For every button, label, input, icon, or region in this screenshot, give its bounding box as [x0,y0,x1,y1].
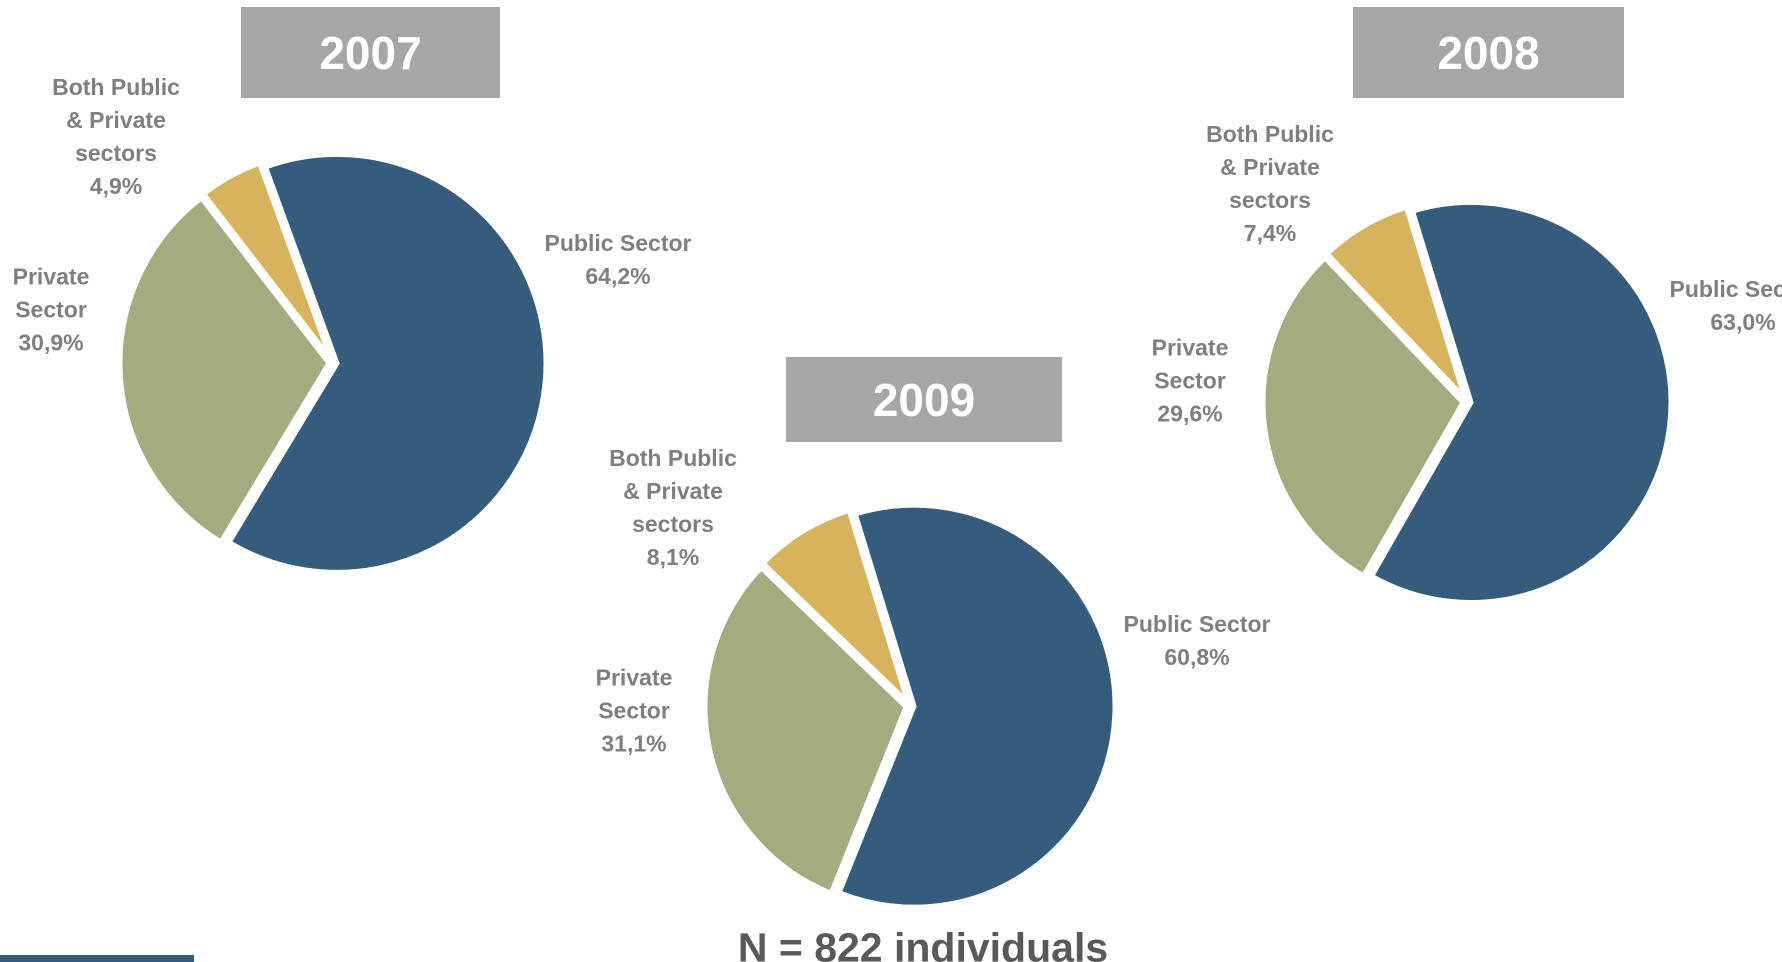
value-label: 30,9% [18,329,84,356]
category-label: Public Sector [1669,276,1782,302]
category-label: Private Sector [595,664,673,724]
pie-slice [835,502,1118,910]
slice-label: Both Public & Private sectors 7,4% [1195,118,1345,250]
category-label: Both Public & Private sectors [1206,121,1334,213]
pie-slice [117,194,333,546]
value-label: 60,8% [1164,644,1230,670]
category-label: Both Public & Private sectors [609,445,737,537]
pie-slice [1260,254,1467,580]
category-label: Public Sector [1123,611,1271,637]
pie-slice [199,159,334,362]
pie-slice [225,151,549,575]
value-label: 64,2% [585,263,651,289]
footnote: N = 822 individuals [737,924,1109,962]
slice-label: Both Public & Private sectors 4,9% [41,71,191,203]
chart-title: 2007 [241,7,500,98]
chart-title: 2008 [1353,7,1624,98]
slice-label: Public Sector 60,8% [1122,608,1272,674]
pie-slice [1323,204,1468,401]
value-label: 31,1% [601,730,667,757]
slice-label: Both Public & Private sectors 8,1% [598,442,748,574]
category-label: Private Sector [12,263,90,323]
slice-label: Private Sector 29,6% [1115,332,1265,431]
pie-slice [1368,199,1674,605]
value-label: 8,1% [646,544,700,570]
pie-slice [702,564,910,897]
slice-label: Public Sector 64,2% [543,227,693,293]
value-label: 7,4% [1243,220,1297,246]
category-label: Both Public & Private sectors [52,74,180,166]
slice-label: Private Sector 31,1% [559,662,709,761]
category-label: Public Sector [544,230,692,256]
value-label: 4,9% [89,173,143,199]
category-label: Private Sector [1151,334,1229,394]
decor-bar [0,955,194,962]
slice-label: Private Sector 30,9% [0,261,126,360]
slice-label: Public Sector 63,0% [1668,273,1782,339]
value-label: 63,0% [1710,309,1776,335]
chart-title: 2009 [786,357,1062,442]
pie-slice [759,507,914,712]
value-label: 29,6% [1157,400,1223,427]
